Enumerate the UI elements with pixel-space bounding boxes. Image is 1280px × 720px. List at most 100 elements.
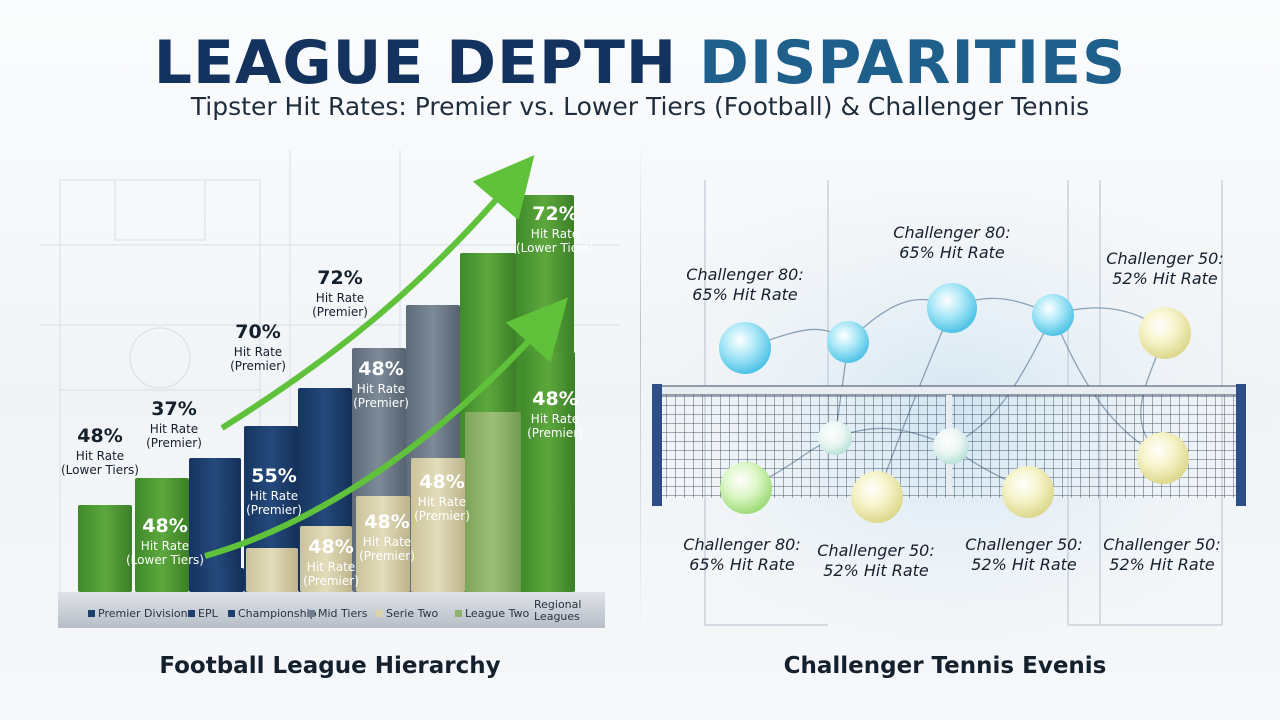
bar-sub-label: (Premier) bbox=[246, 503, 302, 517]
tennis-balls bbox=[719, 283, 1191, 523]
tennis-point-label: Challenger 80: bbox=[686, 265, 803, 284]
bar-value-label: 55% bbox=[251, 465, 296, 487]
bar-value-label: 48% bbox=[142, 515, 187, 537]
tennis-ball-node bbox=[818, 421, 852, 455]
tennis-point-label: 52% Hit Rate bbox=[1109, 555, 1215, 574]
bar-value-label: 48% bbox=[358, 358, 403, 380]
bar-value-label: 72% bbox=[317, 267, 362, 289]
front-bar bbox=[246, 548, 298, 592]
bar-sub-label: Hit Rate bbox=[141, 539, 189, 553]
tennis-ball-point bbox=[719, 322, 771, 374]
bar-value-label: 70% bbox=[235, 321, 280, 343]
tennis-point-label: 65% Hit Rate bbox=[899, 243, 1005, 262]
legend-base bbox=[58, 592, 605, 628]
page-title: LEAGUE DEPTH DISPARITIES bbox=[0, 28, 1280, 98]
bar-sub-label: (Premier) bbox=[359, 549, 415, 563]
bar-sub-label: Hit Rate bbox=[531, 412, 579, 426]
bar-sub-label: (Premier) bbox=[230, 359, 286, 373]
legend-label: Championship bbox=[238, 607, 317, 620]
legend-label: Premier Divisions bbox=[98, 607, 194, 620]
bar-value-label: 48% bbox=[419, 471, 464, 493]
bar-sub-label: Hit Rate bbox=[363, 535, 411, 549]
front-bar-row bbox=[192, 352, 575, 592]
tennis-ball-point bbox=[1139, 307, 1191, 359]
tennis-point-label: Challenger 80: bbox=[683, 535, 800, 554]
football-chart: 48%Hit Rate(Lower Tiers)37%Hit Rate(Prem… bbox=[40, 150, 620, 628]
title-part-1: LEAGUE DEPTH bbox=[153, 28, 678, 98]
page-subtitle: Tipster Hit Rates: Premier vs. Lower Tie… bbox=[190, 92, 1090, 121]
bar-sub-label: (Premier) bbox=[527, 426, 583, 440]
bar-value-label: 37% bbox=[151, 398, 196, 420]
title-part-2: DISPARITIES bbox=[699, 28, 1127, 98]
trend-arrows bbox=[204, 155, 568, 559]
bar-sub-label: (Lower Tiers) bbox=[516, 241, 594, 255]
bar-value-label: 48% bbox=[77, 425, 122, 447]
legend-swatch bbox=[376, 610, 383, 617]
bar-sub-label: (Premier) bbox=[353, 396, 409, 410]
bar-sub-label: (Lower Tiers) bbox=[61, 463, 139, 477]
chart-legend: Premier Divisions EPL Championship Mid Tier… bbox=[88, 598, 581, 623]
legend-label: League Two bbox=[465, 607, 530, 620]
bar-sub-label: Hit Rate bbox=[250, 489, 298, 503]
front-bar bbox=[356, 496, 410, 592]
front-bar bbox=[465, 412, 521, 592]
bar-sub-label: Hit Rate bbox=[76, 449, 124, 463]
tennis-point-label: Challenger 80: bbox=[893, 223, 1010, 242]
bar-sub-label: Hit Rate bbox=[316, 291, 364, 305]
back-bar bbox=[78, 505, 132, 592]
tennis-point-label: 52% Hit Rate bbox=[823, 561, 929, 580]
bar-value-label: 48% bbox=[308, 536, 353, 558]
tennis-ball-node bbox=[827, 321, 869, 363]
tennis-point-label: Challenger 50: bbox=[965, 535, 1082, 554]
tennis-point-label: Challenger 50: bbox=[1103, 535, 1220, 554]
tennis-ball-point bbox=[851, 471, 903, 523]
tennis-point-label: Challenger 50: bbox=[817, 541, 934, 560]
tennis-chart-title: Challenger Tennis Evenis bbox=[783, 653, 1107, 679]
bar-sub-label: Hit Rate bbox=[418, 495, 466, 509]
trend-arrow-upper bbox=[220, 155, 535, 431]
bar-value-label: 72% bbox=[532, 203, 577, 225]
legend-swatch bbox=[455, 610, 462, 617]
bar-value-label: 48% bbox=[532, 388, 577, 410]
legend-swatch bbox=[88, 610, 95, 617]
front-bar bbox=[521, 352, 575, 592]
bar-sub-label: Hit Rate bbox=[234, 345, 282, 359]
tennis-ball-node bbox=[927, 283, 977, 333]
football-chart-title: Football League Hierarchy bbox=[159, 653, 501, 679]
bar-sub-label: (Premier) bbox=[414, 509, 470, 523]
bar-sub-label: Hit Rate bbox=[531, 227, 579, 241]
front-bar bbox=[411, 458, 465, 592]
trend-arrow-lower bbox=[204, 297, 568, 559]
legend-swatch bbox=[228, 610, 235, 617]
tennis-point-label: 65% Hit Rate bbox=[689, 555, 795, 574]
tennis-ball-point bbox=[720, 462, 772, 514]
tennis-ball-node bbox=[1032, 294, 1074, 336]
legend-label: Mid Tiers bbox=[318, 607, 368, 620]
legend-swatch bbox=[308, 610, 315, 617]
back-bar bbox=[189, 458, 241, 592]
legend-label: Regional Leagues bbox=[534, 598, 581, 623]
bar-labels: 48%Hit Rate(Lower Tiers)37%Hit Rate(Prem… bbox=[61, 203, 594, 588]
tennis-point-label: Challenger 50: bbox=[1106, 249, 1223, 268]
bar-sub-label: (Premier) bbox=[303, 574, 359, 588]
front-bar bbox=[192, 568, 244, 592]
tennis-ball-point bbox=[1137, 432, 1189, 484]
legend-swatch bbox=[188, 610, 195, 617]
bar-sub-label: (Premier) bbox=[312, 305, 368, 319]
bar-sub-label: Hit Rate bbox=[357, 382, 405, 396]
legend-label: Serie Two bbox=[386, 607, 438, 620]
tennis-point-label: 52% Hit Rate bbox=[1112, 269, 1218, 288]
bar-value-label: 48% bbox=[364, 511, 409, 533]
tennis-point-label: 52% Hit Rate bbox=[971, 555, 1077, 574]
front-bar bbox=[300, 526, 352, 592]
tennis-ball-point bbox=[1002, 466, 1054, 518]
tennis-point-label: 65% Hit Rate bbox=[692, 285, 798, 304]
tennis-ball-node bbox=[933, 428, 969, 464]
legend-label: EPL bbox=[198, 607, 219, 620]
bar-sub-label: (Lower Tiers) bbox=[126, 553, 204, 567]
bar-sub-label: Hit Rate bbox=[150, 422, 198, 436]
back-bar bbox=[135, 478, 189, 592]
bar-sub-label: Hit Rate bbox=[307, 560, 355, 574]
